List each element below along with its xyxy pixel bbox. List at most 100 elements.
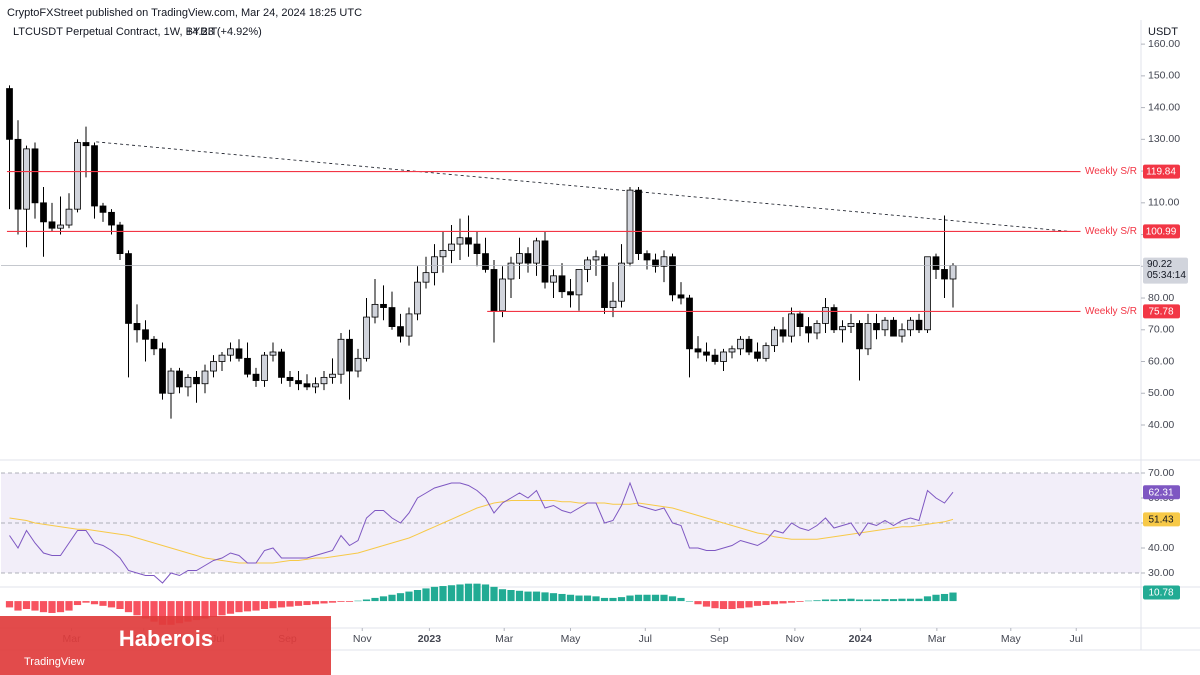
histogram-bar <box>711 601 719 609</box>
candle-body <box>635 189 642 254</box>
histogram-bar <box>5 601 14 608</box>
histogram-bar <box>65 601 73 611</box>
histogram-bar <box>660 594 668 602</box>
x-tick-label: Nov <box>786 633 805 645</box>
histogram-bar <box>22 601 31 609</box>
histogram-bar <box>192 601 201 621</box>
histogram-value-bg <box>1143 585 1180 600</box>
histogram-bar <box>600 597 609 602</box>
candle-body <box>23 148 30 210</box>
publish-note: CryptoFXStreet published on TradingView.… <box>7 7 362 19</box>
x-tick-label: Jul <box>1070 633 1083 645</box>
histogram-bar <box>498 589 507 602</box>
histogram-bar <box>48 601 56 613</box>
histogram-bar <box>31 601 39 611</box>
histogram-bar <box>626 595 634 602</box>
histogram-bar <box>39 601 48 613</box>
histogram-bar <box>651 594 660 602</box>
histogram-bar <box>184 601 192 622</box>
candle-body <box>813 323 821 334</box>
histogram-bar <box>116 601 124 609</box>
histogram-bar <box>252 601 260 611</box>
level-label: Weekly S/R <box>1085 226 1137 237</box>
indicator-value-bg <box>1143 485 1180 500</box>
histogram-bar <box>668 596 677 602</box>
x-tick-label: 2024 <box>849 633 873 645</box>
histogram-bar <box>73 601 82 606</box>
candle-body <box>201 370 209 385</box>
candle-body <box>354 357 362 372</box>
histogram-bar <box>779 601 787 604</box>
histogram-bar <box>881 599 889 602</box>
candle-body <box>788 313 795 337</box>
level-value-bg <box>1143 304 1180 319</box>
histogram-bar <box>243 601 252 612</box>
histogram-bar <box>804 600 813 602</box>
candle-body <box>873 323 880 331</box>
histogram-bar <box>838 599 847 602</box>
candle-body <box>703 351 710 356</box>
x-tick-label: Mar <box>928 633 947 645</box>
histogram-bar <box>167 601 175 625</box>
histogram-bar <box>218 601 226 616</box>
candle-body <box>312 383 319 388</box>
histogram-bar <box>362 599 371 602</box>
histogram-bar <box>311 601 320 605</box>
histogram-bar <box>719 601 728 609</box>
candle-body <box>669 256 676 296</box>
candle-body <box>482 253 489 270</box>
candle-body <box>652 259 659 267</box>
histogram-bar <box>643 594 651 602</box>
candle-body <box>125 253 132 324</box>
candle-body <box>142 329 149 340</box>
histogram-bar <box>107 601 116 608</box>
x-tick-label: May <box>1001 633 1022 645</box>
candle-body <box>550 275 557 283</box>
level-label: Weekly S/R <box>1085 166 1137 177</box>
histogram-bar <box>847 598 855 602</box>
candle-body <box>286 376 294 381</box>
candle-body <box>771 329 778 347</box>
candle-body <box>660 256 668 267</box>
candle-body <box>516 253 523 264</box>
candle-body <box>898 329 906 337</box>
y-tick-label: 40.00 <box>1148 542 1174 554</box>
histogram-bar <box>286 601 294 607</box>
candle-body <box>737 338 744 350</box>
candle-body <box>116 224 124 255</box>
candle-body <box>575 269 583 296</box>
candle-body <box>159 348 166 394</box>
histogram-bar <box>226 601 235 614</box>
histogram-bar <box>915 598 923 602</box>
candle-body <box>856 323 863 350</box>
histogram-bar <box>787 601 796 603</box>
y-tick-label: 130.00 <box>1148 133 1180 145</box>
histogram-bar <box>855 599 864 602</box>
candle-body <box>533 240 540 264</box>
candle-body <box>490 269 498 312</box>
candle-body <box>465 237 472 245</box>
candle-body <box>193 376 200 385</box>
candle-body <box>269 351 277 356</box>
indicator-value: 51.43 <box>1148 515 1173 526</box>
histogram-bar <box>405 591 413 602</box>
histogram-bar <box>515 590 524 602</box>
histogram-bar <box>14 601 22 611</box>
histogram-bar <box>337 601 345 602</box>
candle-body <box>65 208 73 226</box>
candle-body <box>380 303 387 308</box>
candle-body <box>524 253 532 264</box>
level-value: 119.84 <box>1146 167 1176 178</box>
candle-body <box>949 265 957 280</box>
histogram-bar <box>507 590 515 602</box>
y-tick-label: 70.00 <box>1148 467 1174 479</box>
histogram-bar <box>371 597 379 602</box>
histogram-bar <box>447 585 456 602</box>
logo: TradingView <box>24 656 85 668</box>
histogram-bar <box>158 601 167 625</box>
histogram-bar <box>685 601 694 602</box>
candle-body <box>31 148 39 204</box>
x-tick-label: Sep <box>710 633 729 645</box>
candle-body <box>303 383 311 388</box>
histogram-bar <box>830 599 838 602</box>
